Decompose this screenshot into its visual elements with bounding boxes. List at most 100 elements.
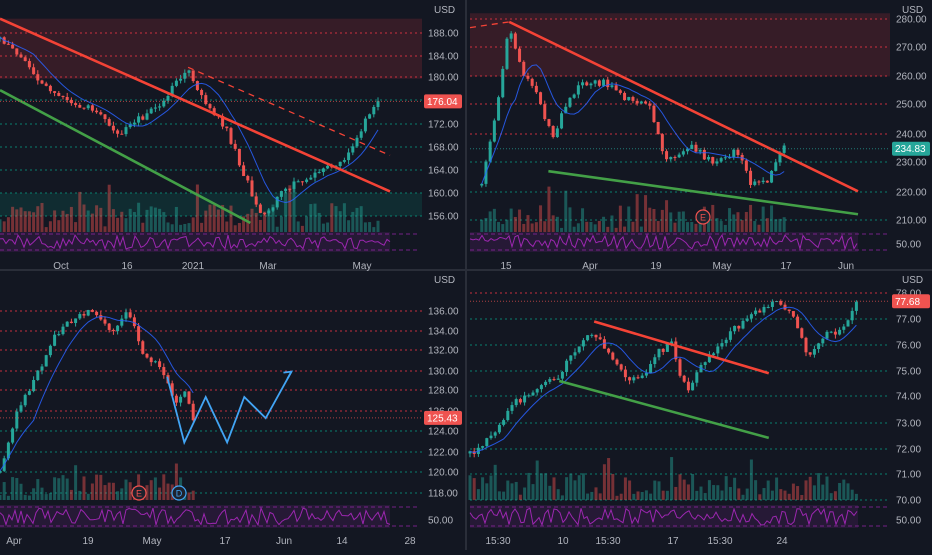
volume-bar: [648, 207, 652, 232]
candle-body: [111, 125, 115, 131]
volume-bar: [765, 218, 769, 232]
volume-bar: [187, 223, 191, 232]
volume-bar: [279, 216, 283, 232]
candle-body: [246, 176, 250, 181]
volume-bar: [523, 487, 527, 500]
volume-bar: [657, 481, 661, 500]
volume-bar: [770, 205, 774, 232]
candle-body: [770, 301, 774, 307]
candle-body: [518, 48, 522, 62]
volume-bar: [317, 212, 321, 232]
volume-bar: [572, 226, 576, 232]
candle-body: [774, 162, 778, 171]
trendline-descending-resistance: [593, 320, 770, 375]
candle-body: [200, 89, 204, 96]
price-tick-label: 136.00: [428, 307, 459, 318]
candle-body: [107, 323, 111, 330]
candle-body: [644, 372, 648, 376]
candle-body: [468, 451, 472, 454]
candle-body: [724, 339, 728, 344]
volume-bar: [74, 222, 78, 232]
volume-bar: [518, 209, 522, 232]
volume-bar: [804, 480, 808, 500]
candle-body: [61, 95, 65, 97]
volume-bar: [120, 488, 124, 500]
candle-body: [765, 180, 769, 183]
volume-bar: [355, 207, 359, 232]
moving-average-line: [469, 306, 857, 454]
candle-body: [661, 348, 665, 352]
volume-bar: [673, 222, 677, 232]
volume-bar: [502, 491, 506, 500]
candle-body: [258, 204, 262, 213]
volume-bar: [593, 224, 597, 232]
volume-bar: [543, 221, 547, 232]
candle-body: [523, 395, 527, 403]
candle-body: [166, 96, 170, 101]
volume-bar: [586, 493, 590, 500]
candle-body: [698, 149, 702, 152]
volume-bar: [548, 485, 552, 500]
candle-body: [660, 134, 664, 152]
x-tick-label: 17: [780, 261, 792, 272]
volume-bar: [623, 226, 627, 232]
volume-bar: [720, 490, 724, 500]
candle-body: [103, 319, 107, 324]
candle-body: [183, 72, 187, 79]
rsi-band: [0, 505, 390, 528]
volume-bar: [829, 493, 833, 500]
candle-body: [221, 115, 225, 127]
candle-body: [778, 152, 782, 163]
volume-bar: [132, 212, 136, 232]
volume-bar: [527, 472, 531, 500]
volume-bar: [812, 485, 816, 500]
volume-bar: [569, 473, 573, 500]
candle-body: [505, 38, 509, 69]
volume-bar: [514, 481, 518, 500]
volume-bar: [32, 488, 36, 500]
volume-bar: [65, 478, 69, 500]
currency-label: USD: [902, 275, 923, 286]
volume-bar: [631, 221, 635, 232]
candle-body: [589, 83, 593, 86]
volume-bar: [505, 219, 509, 232]
volume-bar: [681, 211, 685, 232]
volume-bar: [775, 477, 779, 500]
candle-body: [800, 328, 804, 338]
volume-bar: [27, 495, 31, 500]
candle-body: [639, 101, 643, 104]
rsi-line: [0, 506, 391, 527]
volume-bar: [153, 477, 157, 500]
resistance-zone: [470, 13, 890, 77]
volume-bar: [187, 492, 191, 500]
candle-body: [321, 168, 325, 173]
volume-bar: [124, 479, 128, 500]
candle-body: [854, 301, 858, 311]
price-tick-label: 156.00: [428, 212, 459, 223]
price-tick-label: 184.00: [428, 52, 459, 63]
volume-bar: [0, 494, 2, 500]
price-tick-label: 50.00: [896, 516, 921, 527]
candle-body: [652, 105, 656, 122]
candle-body: [628, 377, 632, 381]
candle-body: [179, 396, 183, 403]
candle-body: [65, 321, 69, 327]
volume-bar: [23, 494, 27, 500]
x-tick-label: 19: [650, 261, 662, 272]
volume-bar: [468, 475, 472, 500]
current-price-label: 234.83: [895, 144, 926, 155]
x-tick-label: May: [143, 536, 162, 547]
candle-body: [48, 345, 52, 356]
candle-body: [74, 318, 78, 324]
candle-body: [132, 122, 136, 125]
volume-bar: [585, 221, 589, 232]
candle-body: [560, 113, 564, 129]
candle-body: [27, 391, 31, 395]
volume-bar: [36, 479, 40, 500]
candle-body: [619, 364, 623, 370]
volume-bar: [82, 204, 86, 232]
x-tick-label: Mar: [259, 261, 277, 272]
rsi-line: [469, 507, 858, 527]
candle-body: [153, 107, 157, 109]
volume-bar: [128, 482, 132, 500]
